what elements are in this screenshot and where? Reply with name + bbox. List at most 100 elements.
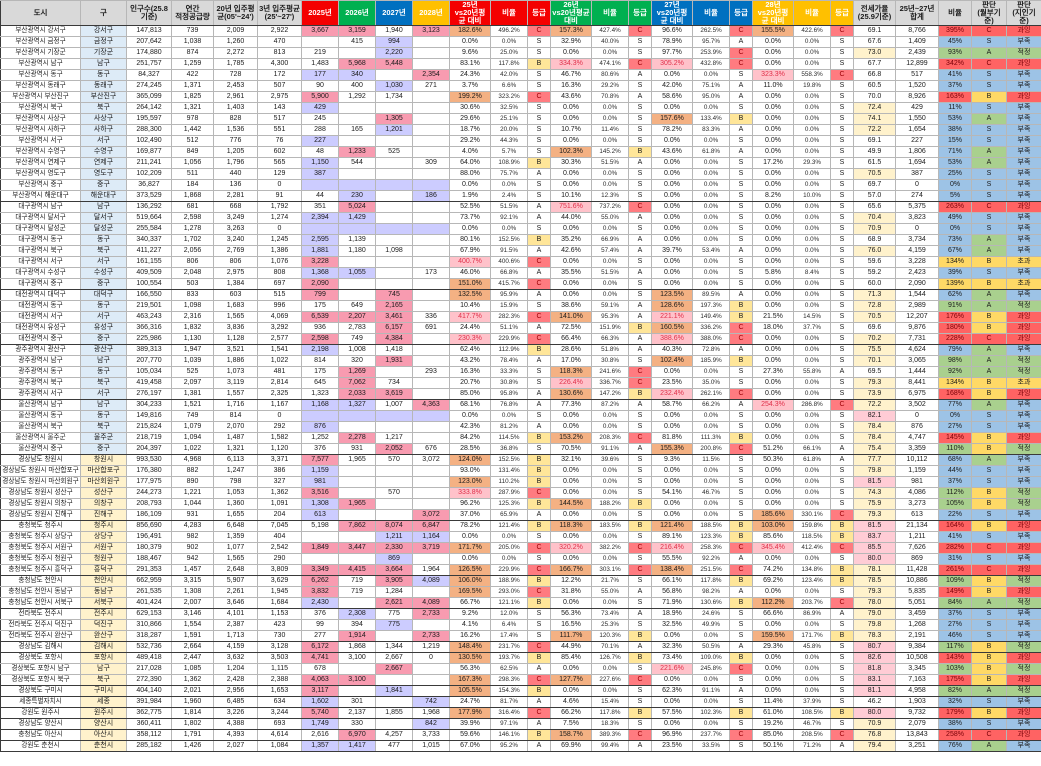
cell-r46-c15[interactable]: B	[628, 519, 652, 532]
cell-r29-c1[interactable]: 중구	[80, 332, 127, 345]
cell-r13-c9[interactable]: 309	[412, 156, 450, 169]
cell-r38-c4[interactable]: 1,487	[213, 431, 258, 444]
cell-r40-c16[interactable]: 9.3%	[651, 453, 693, 466]
cell-r51-c3[interactable]: 3,315	[171, 574, 214, 587]
cell-r45-c21[interactable]: C	[830, 508, 854, 521]
cell-r55-c20[interactable]: 0.0%	[793, 618, 831, 631]
cell-r41-c9[interactable]	[412, 464, 450, 477]
cell-r51-c11[interactable]: 188.9%	[490, 574, 528, 587]
cell-r8-c21[interactable]: S	[830, 101, 854, 114]
cell-r59-c19[interactable]: 0.0%	[752, 662, 794, 675]
cell-r28-c20[interactable]: 37.7%	[793, 321, 831, 334]
cell-r49-c17[interactable]: 92.2%	[692, 552, 730, 565]
cell-r33-c12[interactable]: S	[527, 376, 551, 389]
cell-r13-c5[interactable]: 565	[257, 156, 302, 169]
cell-r9-c21[interactable]: S	[830, 112, 854, 125]
cell-r49-c16[interactable]: 55.5%	[651, 552, 693, 565]
cell-r54-c26[interactable]: 부족	[1006, 607, 1041, 620]
cell-r27-c26[interactable]: 과잉	[1006, 310, 1041, 323]
cell-r3-c15[interactable]: S	[628, 46, 652, 59]
cell-r38-c3[interactable]: 1,094	[171, 431, 214, 444]
cell-r30-c6[interactable]: 2,198	[301, 343, 339, 356]
cell-r16-c6[interactable]: 44	[301, 189, 339, 202]
cell-r31-c10[interactable]: 43.2%	[449, 354, 491, 367]
cell-r64-c10[interactable]: 39.9%	[449, 717, 491, 730]
cell-r7-c3[interactable]: 1,825	[171, 90, 214, 103]
cell-r55-c13[interactable]: 16.5%	[550, 618, 592, 631]
cell-r6-c6[interactable]: 90	[301, 79, 339, 92]
cell-r40-c5[interactable]: 3,371	[257, 453, 302, 466]
cell-r40-c0[interactable]: 경상남도 창원시	[0, 453, 81, 466]
cell-r13-c1[interactable]: 연제구	[80, 156, 127, 169]
cell-r8-c15[interactable]: S	[628, 101, 652, 114]
cell-r2-c5[interactable]: 470	[257, 35, 302, 48]
cell-r59-c14[interactable]: 0.0%	[591, 662, 629, 675]
cell-r26-c2[interactable]: 219,501	[126, 299, 172, 312]
cell-r5-c1[interactable]: 동구	[80, 68, 127, 81]
cell-r56-c25[interactable]: S	[971, 629, 1007, 642]
cell-r15-c10[interactable]: 0.0%	[449, 178, 491, 191]
cell-r11-c22[interactable]: 69.1	[853, 134, 896, 147]
cell-r39-c20[interactable]: 66.1%	[793, 442, 831, 455]
cell-r28-c25[interactable]: B	[971, 321, 1007, 334]
cell-r4-c7[interactable]: 5,968	[338, 57, 376, 70]
cell-r2-c15[interactable]: S	[628, 35, 652, 48]
cell-r37-c5[interactable]: 292	[257, 420, 302, 433]
cell-r65-c12[interactable]: B	[527, 728, 551, 741]
cell-r27-c4[interactable]: 1,565	[213, 310, 258, 323]
cell-r57-c4[interactable]: 4,159	[213, 640, 258, 653]
cell-r36-c14[interactable]: 0.0%	[591, 409, 629, 422]
cell-r26-c13[interactable]: 38.6%	[550, 299, 592, 312]
cell-r40-c8[interactable]: 570	[375, 453, 413, 466]
cell-r51-c10[interactable]: 106.0%	[449, 574, 491, 587]
cell-r53-c21[interactable]: C	[830, 596, 854, 609]
cell-r41-c12[interactable]: B	[527, 464, 551, 477]
cell-r62-c18[interactable]: S	[729, 695, 753, 708]
cell-r16-c22[interactable]: 57.0	[853, 189, 896, 202]
cell-r51-c16[interactable]: 66.1%	[651, 574, 693, 587]
cell-r38-c8[interactable]: 1,217	[375, 431, 413, 444]
cell-r48-c13[interactable]: 320.2%	[550, 541, 592, 554]
cell-r6-c13[interactable]: 16.3%	[550, 79, 592, 92]
cell-r36-c17[interactable]: 0.0%	[692, 409, 730, 422]
cell-r45-c7[interactable]	[338, 508, 376, 521]
cell-r34-c16[interactable]: 232.4%	[651, 387, 693, 400]
cell-r58-c17[interactable]: 109.0%	[692, 651, 730, 664]
cell-r62-c21[interactable]: S	[830, 695, 854, 708]
cell-r1-c7[interactable]: 3,159	[338, 24, 376, 37]
cell-r20-c9[interactable]	[412, 233, 450, 246]
cell-r39-c12[interactable]: S	[527, 442, 551, 455]
col-header-21[interactable]: 등급	[830, 0, 854, 26]
cell-r52-c11[interactable]: 293.0%	[490, 585, 528, 598]
cell-r30-c3[interactable]: 1,947	[171, 343, 214, 356]
cell-r62-c13[interactable]: 4.6%	[550, 695, 592, 708]
cell-r10-c7[interactable]: 165	[338, 123, 376, 136]
cell-r26-c16[interactable]: 128.6%	[651, 299, 693, 312]
cell-r3-c18[interactable]: C	[729, 46, 753, 59]
cell-r38-c22[interactable]: 78.4	[853, 431, 896, 444]
cell-r1-c9[interactable]: 3,123	[412, 24, 450, 37]
cell-r28-c2[interactable]: 366,316	[126, 321, 172, 334]
cell-r20-c10[interactable]: 80.1%	[449, 233, 491, 246]
cell-r61-c23[interactable]: 4,958	[895, 684, 939, 697]
cell-r60-c1[interactable]: 북구	[80, 673, 127, 686]
cell-r50-c23[interactable]: 11,428	[895, 563, 939, 576]
cell-r57-c21[interactable]: S	[830, 640, 854, 653]
cell-r16-c8[interactable]	[375, 189, 413, 202]
cell-r45-c5[interactable]: 204	[257, 508, 302, 521]
cell-r23-c5[interactable]: 808	[257, 266, 302, 279]
cell-r39-c22[interactable]: 75.4	[853, 442, 896, 455]
cell-r43-c9[interactable]	[412, 486, 450, 499]
cell-r39-c16[interactable]: 155.3%	[651, 442, 693, 455]
cell-r55-c25[interactable]: S	[971, 618, 1007, 631]
cell-r39-c21[interactable]: A	[830, 442, 854, 455]
cell-r38-c21[interactable]: S	[830, 431, 854, 444]
cell-r1-c16[interactable]: 96.6%	[651, 24, 693, 37]
cell-r58-c26[interactable]: 과잉	[1006, 651, 1041, 664]
cell-r45-c23[interactable]: 613	[895, 508, 939, 521]
cell-r64-c14[interactable]: 18.3%	[591, 717, 629, 730]
cell-r5-c10[interactable]: 24.3%	[449, 68, 491, 81]
cell-r15-c0[interactable]: 부산광역시 중구	[0, 178, 81, 191]
cell-r33-c13[interactable]: 226.4%	[550, 376, 592, 389]
cell-r57-c25[interactable]: B	[971, 640, 1007, 653]
